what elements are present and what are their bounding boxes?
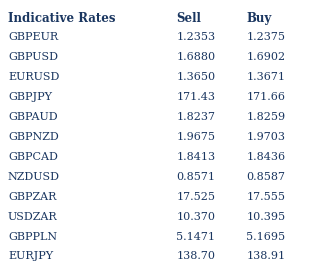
Text: 1.2375: 1.2375: [246, 32, 286, 42]
Text: GBPUSD: GBPUSD: [8, 52, 58, 62]
Text: GBPEUR: GBPEUR: [8, 32, 58, 42]
Text: GBPNZD: GBPNZD: [8, 132, 59, 142]
Text: Sell: Sell: [176, 12, 201, 25]
Text: 17.555: 17.555: [246, 192, 286, 202]
Text: 1.8259: 1.8259: [246, 112, 286, 122]
Text: 1.8436: 1.8436: [246, 152, 286, 162]
Text: 1.8237: 1.8237: [176, 112, 216, 122]
Text: EURJPY: EURJPY: [8, 251, 53, 262]
Text: 171.43: 171.43: [176, 92, 216, 102]
Text: USDZAR: USDZAR: [8, 212, 58, 222]
Text: Indicative Rates: Indicative Rates: [8, 12, 115, 25]
Text: 17.525: 17.525: [176, 192, 216, 202]
Text: 0.8571: 0.8571: [176, 172, 216, 182]
Text: 1.9675: 1.9675: [176, 132, 216, 142]
Text: 10.370: 10.370: [176, 212, 216, 222]
Text: GBPCAD: GBPCAD: [8, 152, 58, 162]
Text: 0.8587: 0.8587: [246, 172, 286, 182]
Text: Buy: Buy: [246, 12, 272, 25]
Text: 10.395: 10.395: [246, 212, 286, 222]
Text: 1.6902: 1.6902: [246, 52, 286, 62]
Text: 138.70: 138.70: [176, 251, 216, 262]
Text: 1.8413: 1.8413: [176, 152, 216, 162]
Text: GBPAUD: GBPAUD: [8, 112, 58, 122]
Text: 1.3671: 1.3671: [246, 72, 286, 82]
Text: 171.66: 171.66: [246, 92, 286, 102]
Text: GBPZAR: GBPZAR: [8, 192, 56, 202]
Text: EURUSD: EURUSD: [8, 72, 59, 82]
Text: 5.1471: 5.1471: [176, 232, 216, 242]
Text: 5.1695: 5.1695: [246, 232, 286, 242]
Text: 1.3650: 1.3650: [176, 72, 216, 82]
Text: GBPJPY: GBPJPY: [8, 92, 52, 102]
Text: NZDUSD: NZDUSD: [8, 172, 60, 182]
Text: GBPPLN: GBPPLN: [8, 232, 57, 242]
Text: 138.91: 138.91: [246, 251, 286, 262]
Text: 1.6880: 1.6880: [176, 52, 216, 62]
Text: 1.2353: 1.2353: [176, 32, 216, 42]
Text: 1.9703: 1.9703: [246, 132, 286, 142]
